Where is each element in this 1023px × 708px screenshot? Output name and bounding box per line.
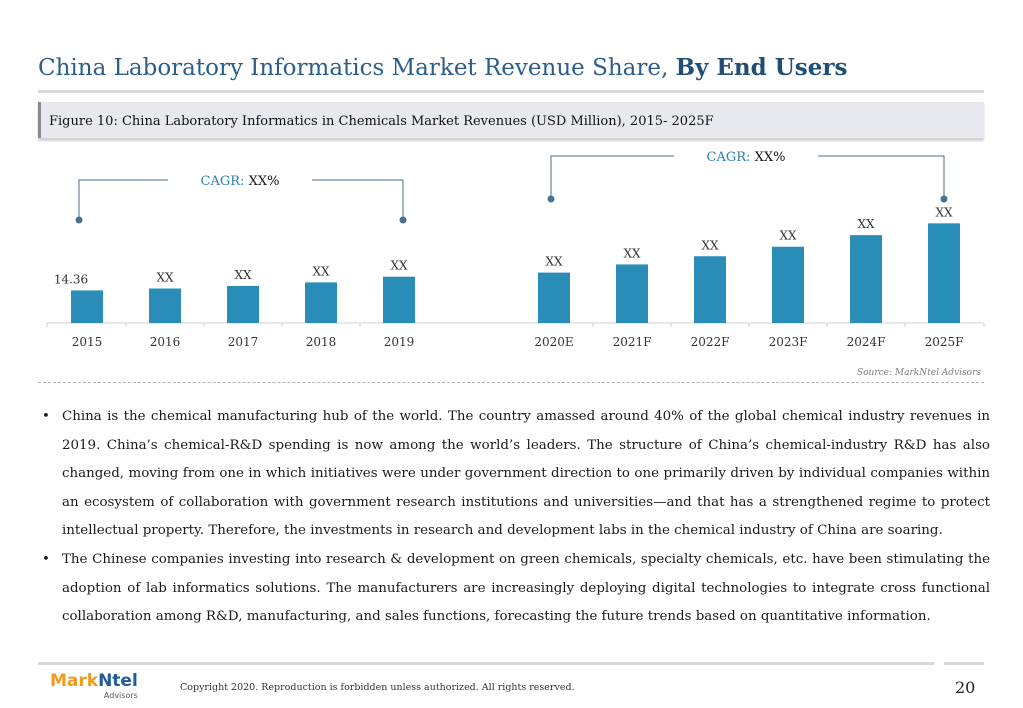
cagr-bracket-dot: [547, 195, 555, 203]
cagr-bracket-dot: [399, 216, 407, 224]
cagr-label-prefix: CAGR:: [707, 150, 755, 165]
x-tick-label: 2020E: [534, 335, 573, 349]
cagr-bracket-dot: [940, 195, 948, 203]
x-tick-label: 2019: [384, 335, 415, 349]
bar: [538, 272, 570, 323]
data-label: XX: [857, 217, 875, 231]
data-label: XX: [701, 238, 719, 252]
cagr-label: CAGR: XX%: [201, 174, 280, 189]
cagr-label-value: XX%: [249, 174, 280, 189]
bar: [928, 223, 960, 323]
logo-subtitle: Advisors: [103, 691, 138, 700]
figure-caption: Figure 10: China Laboratory Informatics …: [49, 114, 714, 129]
footer-divider: [38, 662, 934, 665]
title-divider: [38, 90, 984, 93]
logo-ntel-text: Ntel: [98, 671, 138, 691]
x-tick-label: 2021F: [613, 335, 652, 349]
data-label: XX: [545, 255, 563, 269]
source-note: Source: MarkNtel Advisors: [856, 368, 981, 378]
data-label: XX: [156, 270, 174, 284]
copyright-text: Copyright 2020. Reproduction is forbidde…: [180, 682, 575, 693]
page-number: 20: [955, 678, 976, 697]
bullet-item: China is the chemical manufacturing hub …: [38, 403, 990, 546]
bar: [772, 246, 804, 323]
company-logo: MarkNtel Advisors: [50, 672, 138, 700]
bar: [616, 264, 648, 323]
revenue-bar-chart: 14.36 2015 XX 2016 XX 2017 XX 2018 XX 2019 XX 2020E…: [46, 150, 985, 349]
bar: [694, 256, 726, 323]
cagr-label-value: XX%: [755, 150, 786, 165]
data-label: XX: [390, 259, 408, 273]
cagr-bracket-right: [312, 179, 404, 220]
figure-caption-box: Figure 10: China Laboratory Informatics …: [38, 102, 984, 138]
data-label: XX: [779, 229, 797, 243]
bullet-list: China is the chemical manufacturing hub …: [38, 403, 990, 632]
cagr-bracket-right: [818, 155, 945, 199]
bar: [850, 235, 882, 323]
cagr-label-prefix: CAGR:: [201, 174, 249, 189]
bar: [383, 276, 415, 323]
footer-divider-short: [944, 662, 984, 665]
x-tick-label: 2015: [72, 335, 103, 349]
bullet-item: The Chinese companies investing into res…: [38, 546, 990, 632]
logo-mark-text: Mark: [50, 671, 99, 691]
bar: [227, 285, 259, 323]
x-tick-label: 2017: [228, 335, 259, 349]
x-tick-label: 2016: [150, 335, 181, 349]
cagr-label: CAGR: XX%: [707, 150, 786, 165]
page-title-text: China Laboratory Informatics Market Reve…: [38, 55, 669, 81]
x-tick-label: 2018: [306, 335, 337, 349]
cagr-bracket-dot: [75, 216, 83, 224]
data-label: 14.36: [54, 272, 88, 286]
section-divider: [38, 382, 984, 383]
cagr-bracket-left: [78, 179, 168, 220]
bar: [71, 290, 103, 323]
x-tick-label: 2025F: [925, 335, 964, 349]
data-label: XX: [935, 205, 953, 219]
bar: [149, 288, 181, 323]
page-title: China Laboratory Informatics Market Reve…: [38, 54, 847, 81]
data-label: XX: [312, 264, 330, 278]
data-label: XX: [623, 246, 641, 260]
cagr-bracket-left: [550, 155, 674, 199]
x-tick-label: 2023F: [769, 335, 808, 349]
page-title-emphasis: By End Users: [675, 54, 848, 81]
x-tick-label: 2024F: [847, 335, 886, 349]
bar: [305, 282, 337, 323]
data-label: XX: [234, 268, 252, 282]
x-tick-label: 2022F: [691, 335, 730, 349]
